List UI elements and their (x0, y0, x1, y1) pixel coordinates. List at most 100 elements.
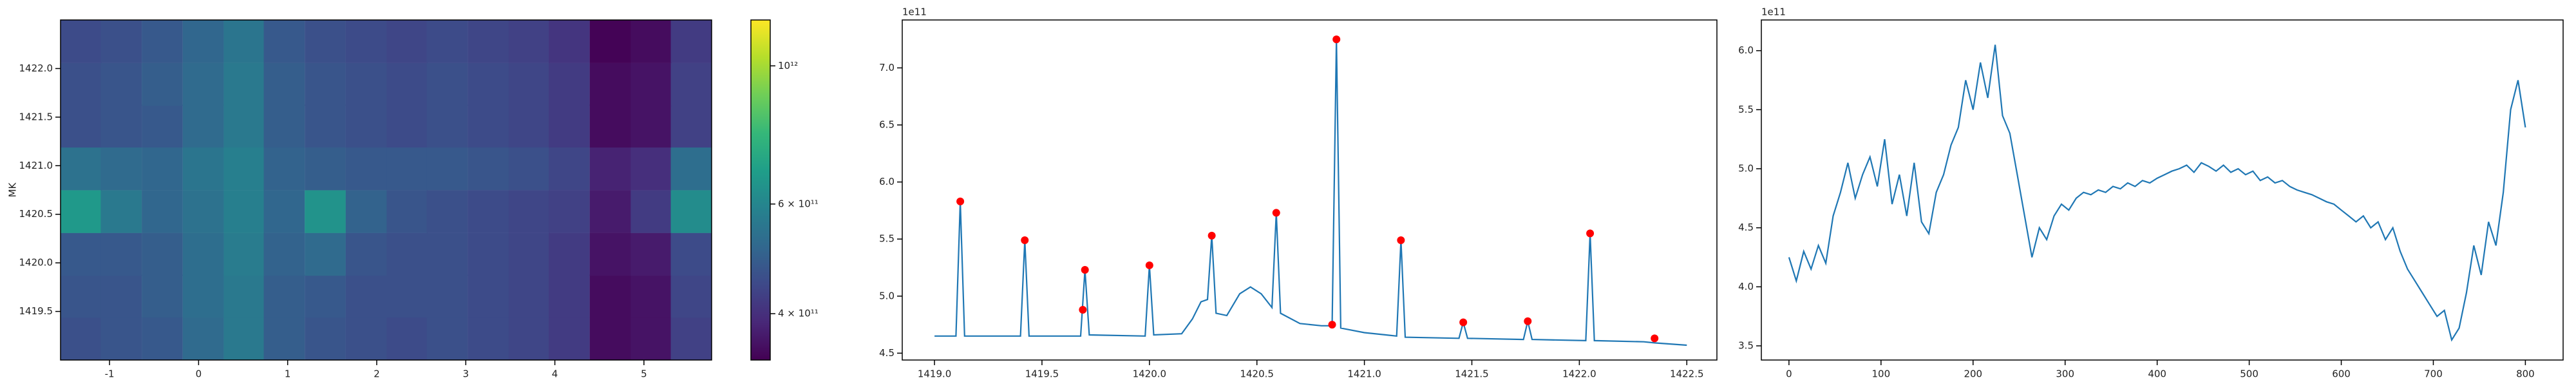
heatmap-cell (468, 274, 509, 318)
x-tick-label: 5 (641, 368, 647, 380)
y-tick-label: 6.5 (879, 119, 895, 131)
colorbar-tick-label: 4 × 10¹¹ (778, 308, 819, 319)
x-tick-label: 500 (2240, 368, 2259, 380)
heatmap-cell (670, 104, 712, 148)
y-axis-label: MK (7, 182, 19, 197)
heatmap-cell (142, 190, 183, 233)
heatmap-cell (670, 20, 712, 63)
heatmap-cell (263, 190, 305, 233)
x-tick-label: 1421.0 (1347, 368, 1381, 380)
heatmap-cell (142, 104, 183, 148)
heatmap-cell (386, 190, 428, 233)
heatmap-cell (549, 274, 590, 318)
heatmap-cell (305, 317, 346, 361)
x-tick-label: 1421.5 (1455, 368, 1489, 380)
heatmap-cell (182, 190, 224, 233)
heatmap-cell (100, 62, 142, 106)
heatmap-cell (223, 232, 265, 276)
x-tick-label: 100 (1872, 368, 1891, 380)
heatmap-cell (305, 190, 346, 233)
heatmap-cell (589, 274, 631, 318)
heatmap-cell (386, 232, 428, 276)
peak-marker (1208, 231, 1216, 240)
x-tick-label: 1419.5 (1025, 368, 1059, 380)
x-tick-label: 700 (2424, 368, 2443, 380)
heatmap-cell (345, 274, 387, 318)
heatmap-cell (223, 20, 265, 63)
heatmap-cell (589, 62, 631, 106)
heatmap-cell (426, 274, 468, 318)
heatmap-cell (468, 62, 509, 106)
peak-marker (1021, 236, 1029, 244)
heatmap-cell (100, 147, 142, 191)
peak-marker (1081, 266, 1089, 274)
heatmap-cell (61, 20, 102, 63)
heatmap-cell (549, 317, 590, 361)
y-tick-label: 6.0 (879, 176, 895, 187)
heatmap-cell (100, 232, 142, 276)
axes-frame (60, 19, 712, 361)
peak-marker (1145, 261, 1153, 269)
x-tick-label: 300 (2056, 368, 2074, 380)
heatmap-cell (630, 317, 672, 361)
heatmap-cell (468, 104, 509, 148)
heatmap-cell (670, 147, 712, 191)
heatmap-cell (61, 147, 102, 191)
heatmap-cell (630, 147, 672, 191)
peak-marker (1651, 334, 1659, 343)
peak-marker (1079, 306, 1087, 314)
y-tick-label: 3.5 (1738, 340, 1754, 352)
heatmap-cell (549, 20, 590, 63)
axes-frame (902, 19, 1718, 361)
x-tick-label: 1420.5 (1240, 368, 1274, 380)
heatmap-cell (508, 62, 550, 106)
heatmap-cell (305, 62, 346, 106)
heatmap-cell (549, 104, 590, 148)
heatmap-cell (263, 62, 305, 106)
heatmap-cell (426, 317, 468, 361)
offset-label: 1e11 (902, 6, 927, 18)
offset-label: 1e11 (1761, 6, 1786, 18)
y-tick-label: 1420.5 (19, 208, 53, 220)
heatmap-cell (589, 104, 631, 148)
line (1788, 44, 2526, 342)
heatmap-cell (61, 317, 102, 361)
heatmap-cell (589, 20, 631, 63)
heatmap-cell (345, 232, 387, 276)
heatmap-cell (670, 232, 712, 276)
line (934, 39, 1687, 346)
y-tick-label: 5.0 (1738, 163, 1754, 175)
y-tick-label: 7.0 (879, 62, 895, 73)
heatmap-cell (61, 104, 102, 148)
heatmap-cell (468, 20, 509, 63)
heatmap-cell (386, 62, 428, 106)
heatmap-cell (142, 274, 183, 318)
heatmap-cell (61, 232, 102, 276)
heatmap-cell (223, 104, 265, 148)
axes-frame (1761, 19, 2564, 361)
heatmap-cell (426, 104, 468, 148)
heatmap-cell (100, 20, 142, 63)
heatmap-cell (182, 20, 224, 63)
heatmap-cell (182, 317, 224, 361)
peak-marker (1524, 317, 1532, 325)
heatmap-cell (386, 147, 428, 191)
heatmap-cell (386, 104, 428, 148)
heatmap-cell (182, 274, 224, 318)
heatmap-cell (386, 317, 428, 361)
heatmap-cell (589, 190, 631, 233)
heatmap-cell (426, 232, 468, 276)
heatmap-cell (508, 147, 550, 191)
heatmap-cell (508, 20, 550, 63)
heatmap-cell (670, 190, 712, 233)
heatmap-cell (468, 232, 509, 276)
x-tick-label: 0 (1786, 368, 1792, 380)
heatmap-cell (142, 20, 183, 63)
heatmap-cell (345, 62, 387, 106)
heatmap-cell (263, 104, 305, 148)
y-tick-label: 1421.0 (19, 160, 53, 171)
y-tick-label: 1422.0 (19, 62, 53, 74)
peak-marker (1586, 229, 1595, 238)
heatmap-cell (508, 190, 550, 233)
